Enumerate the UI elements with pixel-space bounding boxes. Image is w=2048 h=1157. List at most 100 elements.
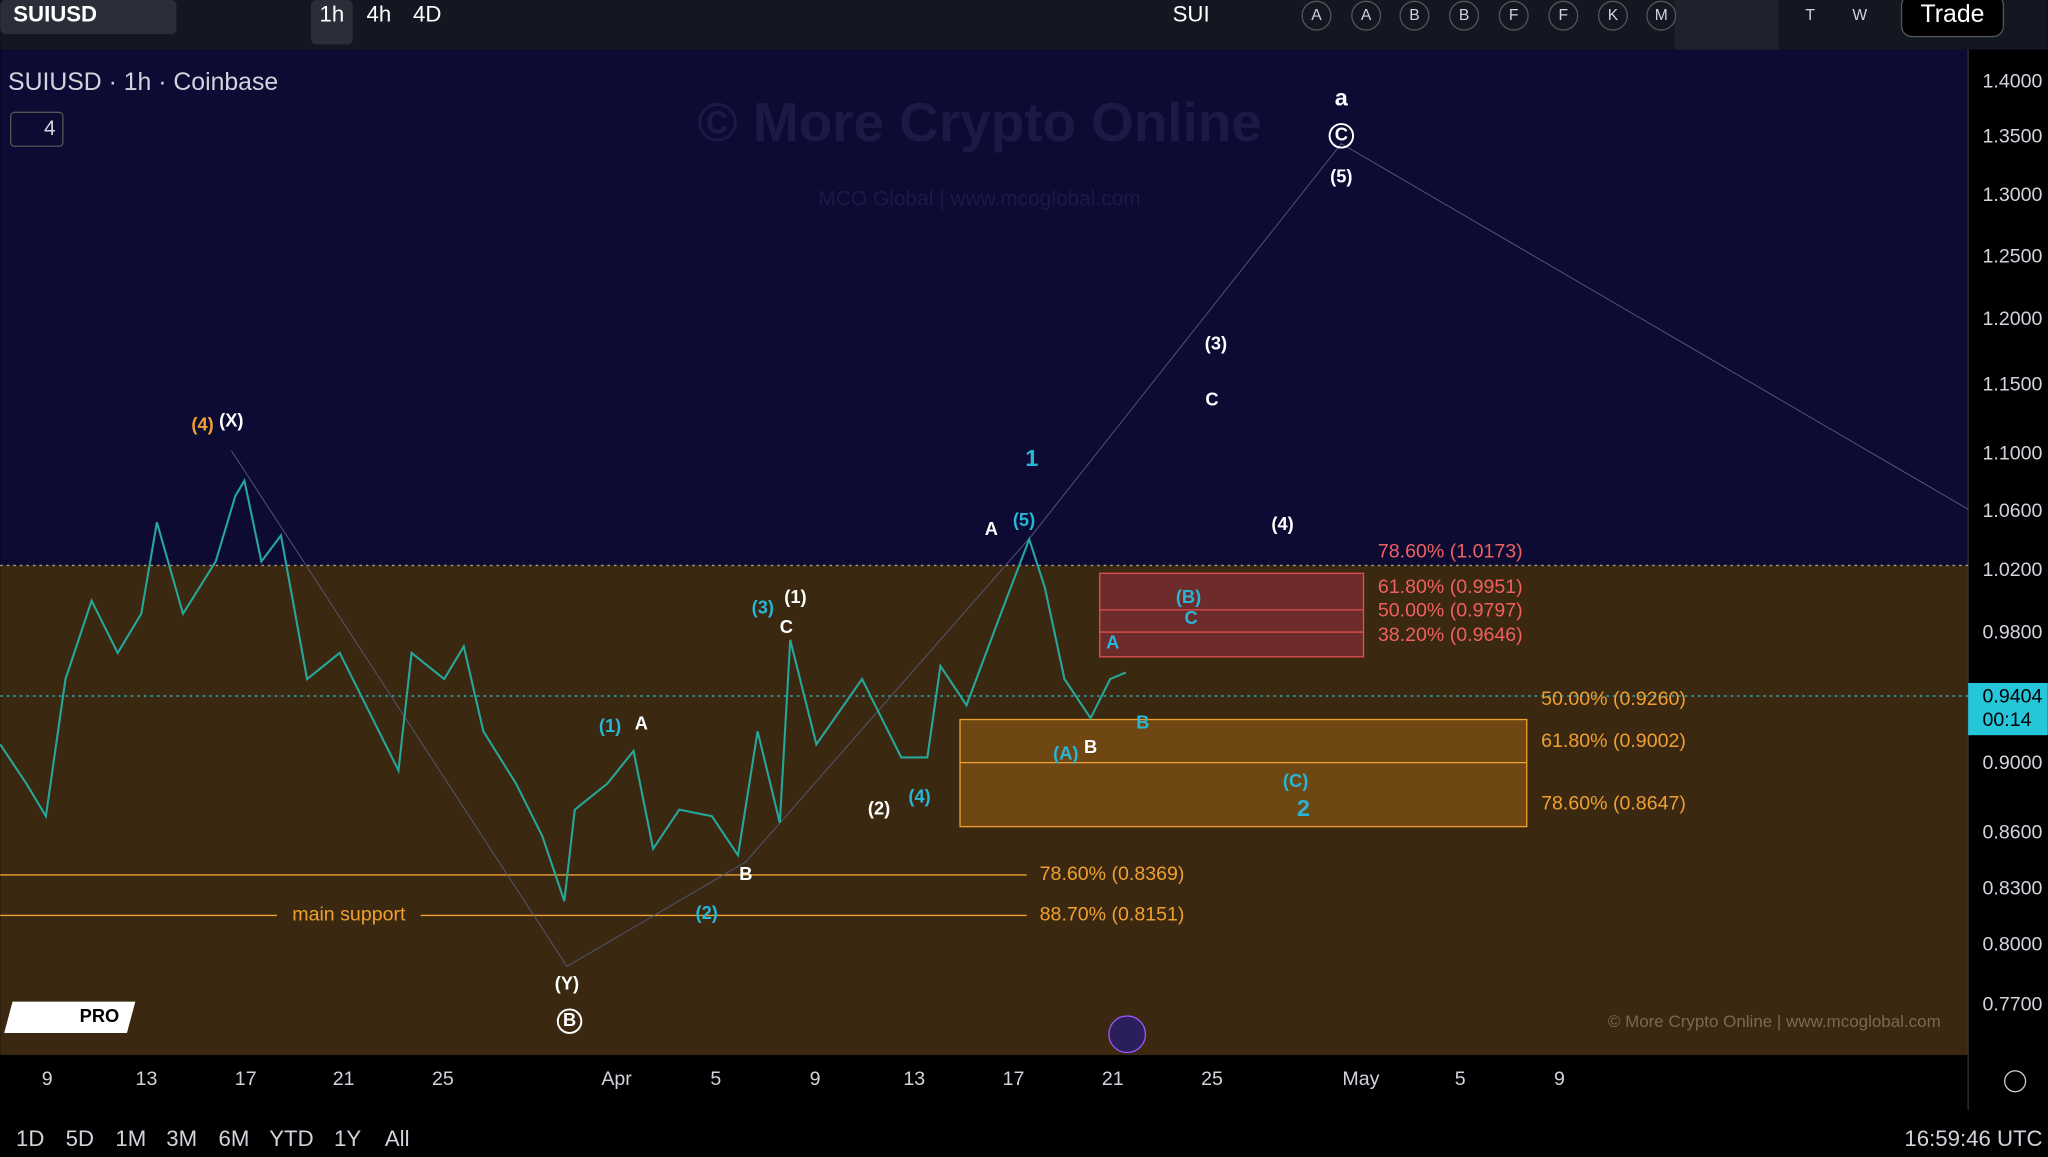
date-tick: Apr — [601, 1068, 632, 1090]
circle-marker — [1328, 123, 1355, 149]
indicator-toggle[interactable] — [9, 111, 64, 147]
price-tick: 0.8300 — [1983, 877, 2043, 899]
chart-top-bg — [0, 49, 1969, 566]
date-tick: 9 — [810, 1068, 821, 1090]
date-tick: 13 — [903, 1068, 925, 1090]
last-price-tag — [1968, 682, 2048, 736]
fib-label: 78.60% (1.0173) — [1378, 541, 1523, 563]
logo — [4, 1001, 136, 1033]
range-btn[interactable]: 1Y — [334, 1126, 361, 1151]
interval[interactable]: 4D — [413, 2, 441, 27]
wave-label: (3) — [1205, 333, 1227, 354]
trade-btn[interactable] — [1900, 0, 2005, 38]
range-btn[interactable]: 5D — [66, 1126, 94, 1151]
wave-label: C — [1335, 124, 1348, 145]
range-btn[interactable]: 6M — [219, 1126, 250, 1151]
range-btn[interactable]: 1D — [16, 1126, 44, 1151]
indicator-btn[interactable] — [1674, 0, 1779, 50]
price-axis — [1968, 49, 2048, 1056]
wave-label: (5) — [1013, 509, 1035, 530]
wave-label: B — [739, 863, 752, 884]
copyright: © More Crypto Online | www.mcoglobal.com — [1608, 1012, 1941, 1031]
wave-label: B — [1136, 711, 1149, 732]
settings-icon[interactable] — [2004, 1070, 2027, 1093]
fib-label: 50.00% (0.9797) — [1378, 599, 1523, 621]
letter-btn[interactable]: M — [1655, 7, 1668, 24]
letter-btn[interactable]: T — [1805, 7, 1815, 24]
interval[interactable]: 1h — [320, 2, 345, 27]
bottom-bar — [0, 1109, 2048, 1157]
price-tick: 1.0200 — [1983, 559, 2043, 581]
letter-btn[interactable]: K — [1608, 7, 1619, 24]
wave-label: (2) — [696, 902, 718, 923]
fib-label: 50.00% (0.9260) — [1541, 688, 1686, 710]
price-tick: 1.1500 — [1983, 373, 2043, 395]
clock: 16:59:46 UTC — [1904, 1126, 2042, 1151]
interval[interactable]: 4h — [367, 2, 392, 27]
date-tick: 21 — [1102, 1068, 1124, 1090]
wave-label: (2) — [868, 797, 890, 818]
fib-label: 88.70% (0.8151) — [1040, 904, 1185, 926]
letter-btn[interactable]: A — [1361, 7, 1372, 24]
wave-label: B — [563, 1009, 576, 1030]
letter-btn[interactable]: F — [1559, 7, 1569, 24]
symbol[interactable]: SUIUSD — [13, 2, 97, 27]
price-tick: 0.7700 — [1983, 994, 2043, 1016]
wave-label: a — [1335, 84, 1349, 110]
wave-label: A — [985, 518, 998, 539]
letter-btn[interactable]: W — [1852, 7, 1867, 24]
date-tick: 13 — [136, 1068, 158, 1090]
fib-label: 38.20% (0.9646) — [1378, 624, 1523, 646]
last-price: 0.9404 — [1983, 686, 2043, 708]
chart-title: SUIUSD · 1h · Coinbase — [8, 69, 278, 96]
date-tick: 9 — [1554, 1068, 1565, 1090]
circle-marker — [556, 1008, 583, 1034]
letter-btn[interactable]: B — [1409, 7, 1419, 24]
wave-label: (1) — [784, 586, 806, 607]
date-tick: 21 — [333, 1068, 355, 1090]
letter-btn[interactable]: B — [1459, 7, 1469, 24]
price-tick: 1.0600 — [1983, 500, 2043, 522]
wave-label: 1 — [1025, 445, 1038, 471]
countdown: 00:14 — [1983, 709, 2032, 731]
date-tick: 17 — [235, 1068, 257, 1090]
time-axis — [0, 1055, 2048, 1110]
compare-symbol[interactable]: SUI — [1173, 2, 1210, 27]
wave-label: (3) — [752, 596, 774, 617]
wave-label: (1) — [599, 715, 621, 736]
wave-label: (X) — [219, 410, 243, 431]
fib-box-orange — [959, 718, 1528, 828]
wave-label: (5) — [1330, 165, 1352, 186]
range-btn[interactable]: YTD — [269, 1126, 313, 1151]
date-tick: 5 — [1455, 1068, 1466, 1090]
range-btn[interactable]: 3M — [166, 1126, 197, 1151]
trade[interactable]: Trade — [1921, 1, 1985, 28]
wave-label: B — [1084, 736, 1097, 757]
wave-label: (C) — [1283, 770, 1308, 791]
date-tick: 25 — [1201, 1068, 1223, 1090]
price-tick: 1.1000 — [1983, 443, 2043, 465]
date-tick: 5 — [710, 1068, 721, 1090]
date-tick: 9 — [42, 1068, 53, 1090]
active-interval — [310, 0, 353, 45]
wave-label: C — [780, 616, 793, 637]
fib-label: 61.80% (0.9002) — [1541, 730, 1686, 752]
range-btn[interactable]: All — [385, 1126, 410, 1151]
price-tick: 1.2500 — [1983, 245, 2043, 267]
letter-circle — [1498, 0, 1529, 31]
wave-label: (4) — [1271, 513, 1293, 534]
price-tick: 1.3000 — [1983, 184, 2043, 206]
symbol-box[interactable] — [0, 0, 177, 34]
logo-badge: PRO — [80, 1005, 120, 1026]
range-btn[interactable]: 1M — [115, 1126, 146, 1151]
letter-circle — [1399, 0, 1430, 31]
price-tick: 1.3500 — [1983, 125, 2043, 147]
support-label: main support — [292, 904, 406, 926]
wave-label: A — [1106, 632, 1119, 653]
letter-btn[interactable]: F — [1509, 7, 1519, 24]
letter-btn[interactable]: A — [1311, 7, 1322, 24]
price-tick: 0.9800 — [1983, 622, 2043, 644]
assistant-icon[interactable] — [1108, 1015, 1147, 1054]
